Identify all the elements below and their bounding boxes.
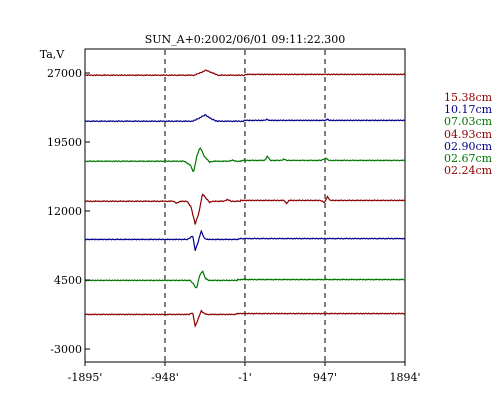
y-tick-label-0: -3000	[50, 343, 82, 356]
legend-item-3: 04.93cm	[444, 127, 493, 141]
series-line-07.03cm	[84, 147, 406, 173]
y-tick-label-4: 27000	[47, 67, 82, 80]
x-tick-label-1: -948'	[151, 371, 179, 384]
legend-item-6: 02.24cm	[444, 164, 493, 178]
series-line-02.90cm	[84, 229, 406, 251]
series-line-15.38cm	[84, 69, 406, 77]
series-line-02.24cm	[84, 309, 406, 328]
series-line-04.93cm	[84, 193, 406, 225]
y-tick-label-1: 4500	[54, 274, 82, 287]
legend: 15.38cm 10.17cm 07.03cm 04.93cm 02.90cm 02.67…	[444, 91, 493, 178]
x-axis-ticks: -1895' -948' -1' 947' 1894'	[68, 362, 421, 384]
x-tick-label-2: -1'	[238, 371, 252, 384]
grid-lines	[164, 50, 326, 361]
legend-item-1: 10.17cm	[444, 103, 493, 117]
legend-item-4: 02.90cm	[444, 139, 493, 153]
series-line-10.17cm	[84, 113, 406, 123]
y-tick-label-3: 19500	[47, 136, 82, 149]
x-tick-label-3: 947'	[313, 371, 337, 384]
legend-item-5: 02.67cm	[444, 152, 493, 166]
legend-item-2: 07.03cm	[444, 115, 493, 129]
series-group	[84, 69, 406, 328]
y-axis-ticks: -3000 4500 12000 19500 27000	[47, 67, 90, 356]
y-axis-label: Ta,V	[40, 48, 66, 61]
legend-item-0: 15.38cm	[444, 91, 493, 104]
x-tick-label-0: -1895'	[68, 371, 103, 384]
y-tick-label-2: 12000	[47, 205, 82, 218]
series-line-02.67cm	[84, 270, 406, 289]
chart-title: SUN_A+0:2002/06/01 09:11:22.300	[145, 33, 346, 46]
x-tick-label-4: 1894'	[389, 371, 420, 384]
